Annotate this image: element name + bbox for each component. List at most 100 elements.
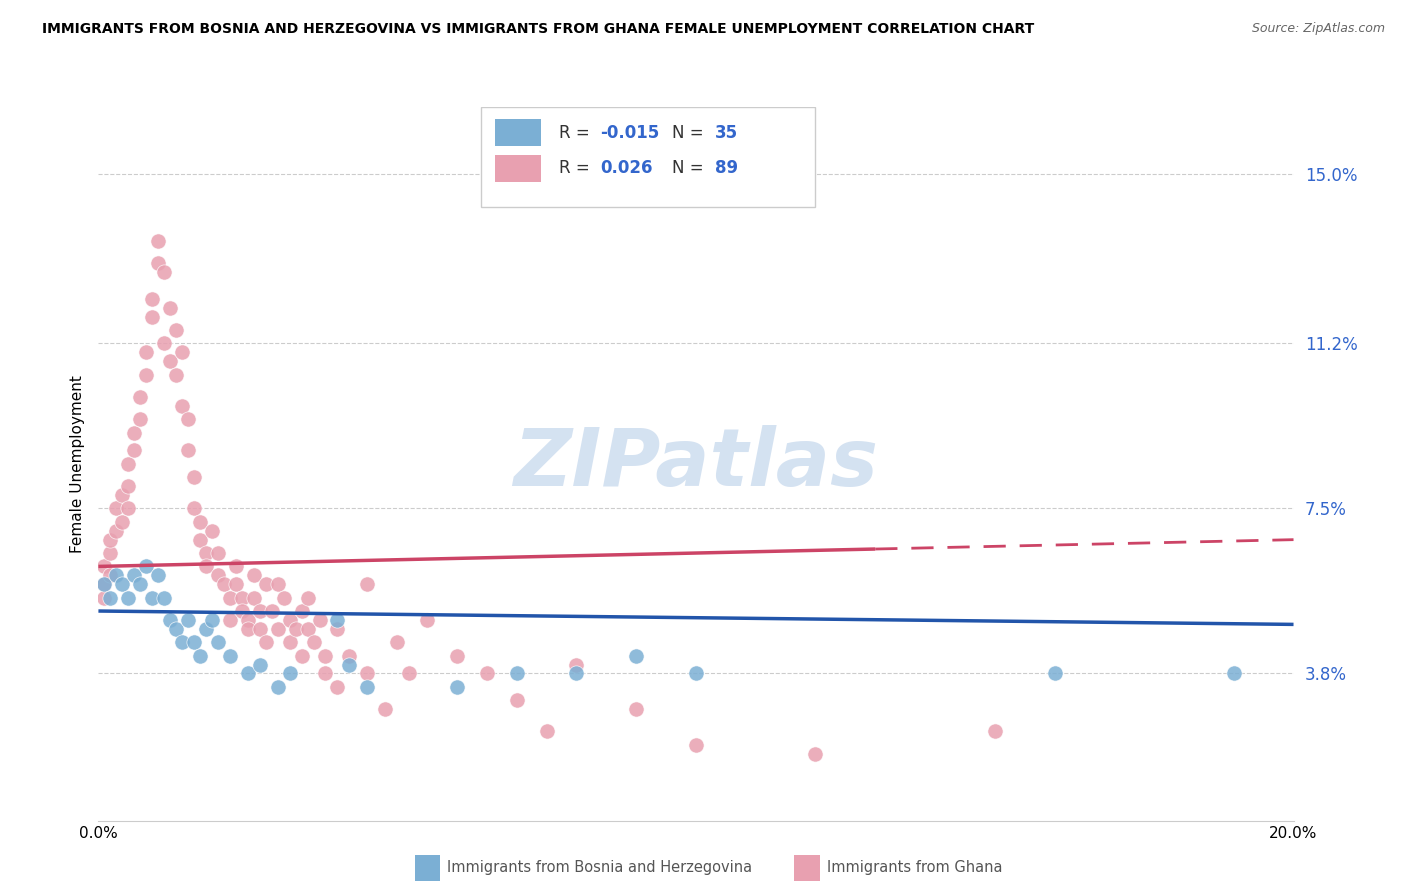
Text: ZIPatlas: ZIPatlas [513,425,879,503]
Point [207,635,229,649]
Point [326,613,349,627]
Point [207,546,229,560]
Point [278,613,301,627]
Point [356,680,378,694]
Point [194,546,218,560]
Point [231,604,253,618]
Point [536,724,558,739]
Point [339,657,360,672]
Point [398,666,420,681]
Point [249,622,271,636]
Point [374,702,396,716]
Text: 35: 35 [716,124,738,142]
Point [111,515,134,529]
Point [254,577,277,591]
Point [804,747,827,761]
Point [165,368,187,382]
Point [177,613,200,627]
Point [188,648,211,663]
Point [129,412,152,426]
Point [290,604,312,618]
Point [356,577,378,591]
Point [117,479,139,493]
Point [267,577,290,591]
Point [159,613,181,627]
Point [117,457,139,471]
Point [302,635,325,649]
FancyBboxPatch shape [495,155,540,182]
Point [297,591,319,605]
Point [172,399,194,413]
Point [231,591,253,605]
Point [129,390,152,404]
Point [565,666,588,681]
Point [141,292,163,306]
Point [356,666,378,681]
Point [326,680,349,694]
Text: IMMIGRANTS FROM BOSNIA AND HERZEGOVINA VS IMMIGRANTS FROM GHANA FEMALE UNEMPLOYM: IMMIGRANTS FROM BOSNIA AND HERZEGOVINA V… [42,22,1035,37]
Text: 0.026: 0.026 [600,160,652,178]
Point [506,666,529,681]
Point [165,622,187,636]
Point [506,693,529,707]
Point [93,577,115,591]
Point [124,443,146,458]
FancyBboxPatch shape [481,107,815,207]
Point [290,648,312,663]
Point [446,680,468,694]
Text: Immigrants from Ghana: Immigrants from Ghana [827,861,1002,875]
Text: -0.015: -0.015 [600,124,659,142]
Point [624,702,647,716]
Point [243,568,266,582]
Point [183,501,205,516]
Point [278,635,301,649]
Point [267,622,290,636]
Point [278,666,301,681]
Point [148,256,170,270]
Point [201,524,224,538]
Point [93,577,115,591]
Point [111,577,134,591]
Point [188,533,211,547]
Point [219,591,242,605]
Point [93,591,115,605]
Point [141,310,163,324]
Point [624,648,647,663]
Point [98,533,122,547]
Text: Source: ZipAtlas.com: Source: ZipAtlas.com [1251,22,1385,36]
Point [385,635,409,649]
Point [141,591,163,605]
Point [315,666,337,681]
Point [249,604,271,618]
Point [446,648,468,663]
Point [315,648,337,663]
Point [201,613,224,627]
Point [183,635,205,649]
Text: R =: R = [558,160,600,178]
Point [153,265,176,279]
Point [685,666,707,681]
Point [105,501,128,516]
Point [177,443,200,458]
Point [225,577,247,591]
Point [225,559,247,574]
Point [153,336,176,351]
Point [416,613,439,627]
Point [685,738,707,752]
Point [207,568,229,582]
Point [105,568,128,582]
Point [124,568,146,582]
Point [236,622,259,636]
Point [148,234,170,248]
Point [172,635,194,649]
Point [135,345,157,359]
Point [284,622,307,636]
Y-axis label: Female Unemployment: Female Unemployment [69,375,84,553]
Point [254,635,277,649]
Point [308,613,330,627]
Text: N =: N = [672,160,709,178]
Point [212,577,235,591]
Point [135,559,157,574]
Point [183,470,205,484]
Point [148,568,170,582]
